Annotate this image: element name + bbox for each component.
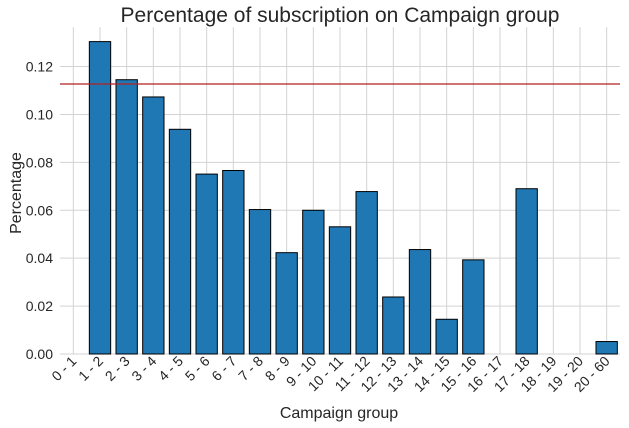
x-tick-label: 3 - 4 xyxy=(128,353,159,384)
bar-2-3 xyxy=(115,79,138,355)
x-tick-label: 0 - 1 xyxy=(48,353,79,384)
y-tick-label: 0.10 xyxy=(26,106,53,122)
bars xyxy=(88,41,618,355)
bar-7-8 xyxy=(248,209,272,355)
y-tick-label: 0.00 xyxy=(26,346,53,362)
x-axis-label: Campaign group xyxy=(280,405,398,422)
y-tick-label: 0.08 xyxy=(26,154,53,170)
bar-9-10 xyxy=(302,209,325,355)
bar-10-11 xyxy=(328,226,352,355)
bar-8-9 xyxy=(275,252,298,355)
bar-13-14 xyxy=(408,249,432,355)
x-tick-labels: 0 - 11 - 22 - 33 - 44 - 55 - 66 - 77 - 8… xyxy=(48,353,613,395)
bar-1-2 xyxy=(88,41,112,355)
bar-3-4 xyxy=(142,96,165,355)
bar-17-18 xyxy=(515,188,538,355)
bar-12-13 xyxy=(382,296,405,355)
x-tick-label: 6 - 7 xyxy=(208,353,239,384)
x-tick-label: 7 - 8 xyxy=(235,353,266,384)
x-tick-label: 2 - 3 xyxy=(102,353,133,384)
bar-15-16 xyxy=(462,259,485,355)
bar-11-12 xyxy=(355,191,378,355)
y-tick-label: 0.06 xyxy=(26,202,53,218)
chart-title: Percentage of subscription on Campaign g… xyxy=(121,4,560,27)
x-tick-label: 4 - 5 xyxy=(155,353,186,384)
bar-14-15 xyxy=(435,318,458,355)
bar-6-7 xyxy=(222,169,245,355)
y-axis-label: Percentage xyxy=(8,152,25,234)
bar-20-60 xyxy=(595,341,618,355)
y-tick-label: 0.02 xyxy=(26,298,53,314)
bar-5-6 xyxy=(195,173,218,355)
y-tick-label: 0.12 xyxy=(26,59,53,75)
y-tick-labels: 0.00 0.02 0.04 0.06 0.08 0.10 0.12 xyxy=(26,59,53,362)
x-tick-label: 1 - 2 xyxy=(75,353,106,384)
x-tick-label: 5 - 6 xyxy=(182,353,213,384)
bar-4-5 xyxy=(168,128,192,355)
y-tick-label: 0.04 xyxy=(26,250,53,266)
